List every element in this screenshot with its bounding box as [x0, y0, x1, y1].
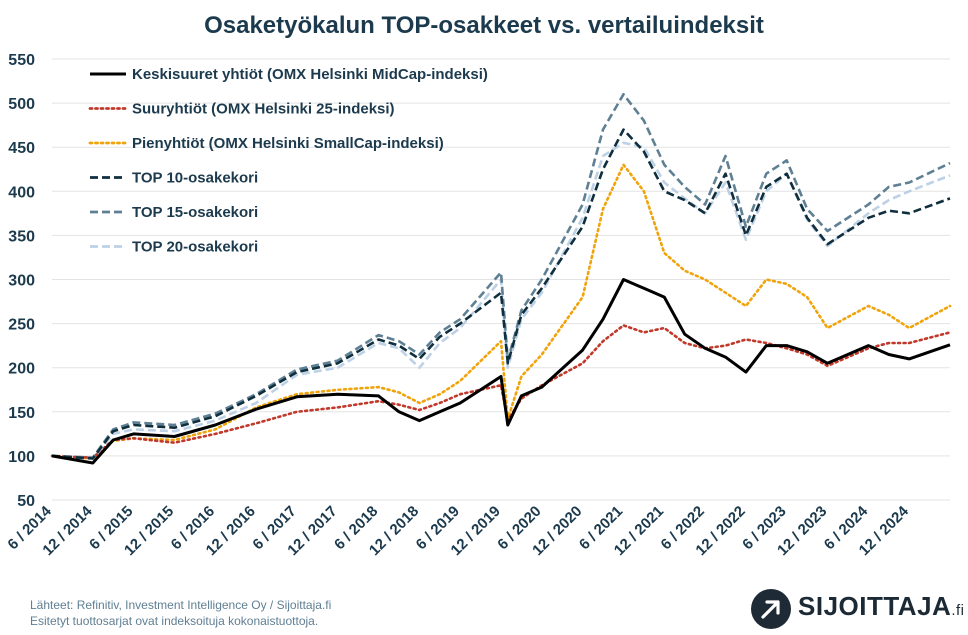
y-tick-label: 400: [8, 184, 35, 201]
logo-suffix: .fi: [951, 602, 965, 619]
arrow-up-right-icon: [751, 589, 791, 629]
sijoittaja-logo: SIJOITTAJA.fi: [750, 588, 964, 630]
y-tick-label: 250: [8, 317, 35, 334]
series-line: [51, 128, 951, 460]
y-tick-label: 150: [8, 405, 35, 422]
legend: Keskisuuret yhtiöt (OMX Helsinki MidCap-…: [88, 66, 488, 256]
y-axis-ticks: 50 100 150 200 250 300 350 400 450 500 550: [8, 52, 35, 510]
y-tick-label: 100: [8, 449, 35, 466]
legend-label: TOP 10-osakekori: [132, 170, 258, 187]
legend-label: TOP 15-osakekori: [132, 204, 258, 221]
legend-label: Pienyhtiöt (OMX Helsinki SmallCap-indeks…: [132, 135, 444, 152]
logo-name: SIJOITTAJA: [798, 591, 952, 621]
chart-title: Osaketyökalun TOP-osakkeet vs. vertailui…: [204, 12, 764, 39]
logo-wordmark: SIJOITTAJA.fi: [798, 591, 965, 622]
y-tick-label: 350: [8, 228, 35, 245]
methodology-note: Esitetyt tuottosarjat ovat indeksoituja …: [30, 614, 319, 628]
legend-label: TOP 20-osakekori: [132, 239, 258, 256]
y-tick-label: 450: [8, 140, 35, 157]
legend-label: Keskisuuret yhtiöt (OMX Helsinki MidCap-…: [132, 66, 488, 83]
series-line: [51, 93, 951, 459]
series-lines: [50, 93, 952, 465]
y-tick-label: 300: [8, 273, 35, 290]
source-note: Lähteet: Refinitiv, Investment Intellige…: [30, 598, 332, 612]
series-line: [51, 278, 951, 465]
y-tick-label: 500: [8, 96, 35, 113]
y-tick-label: 550: [8, 52, 35, 69]
y-tick-label: 200: [8, 361, 35, 378]
y-tick-label: 50: [17, 493, 35, 510]
legend-label: Suuryhtiöt (OMX Helsinki 25-indeksi): [132, 101, 395, 118]
